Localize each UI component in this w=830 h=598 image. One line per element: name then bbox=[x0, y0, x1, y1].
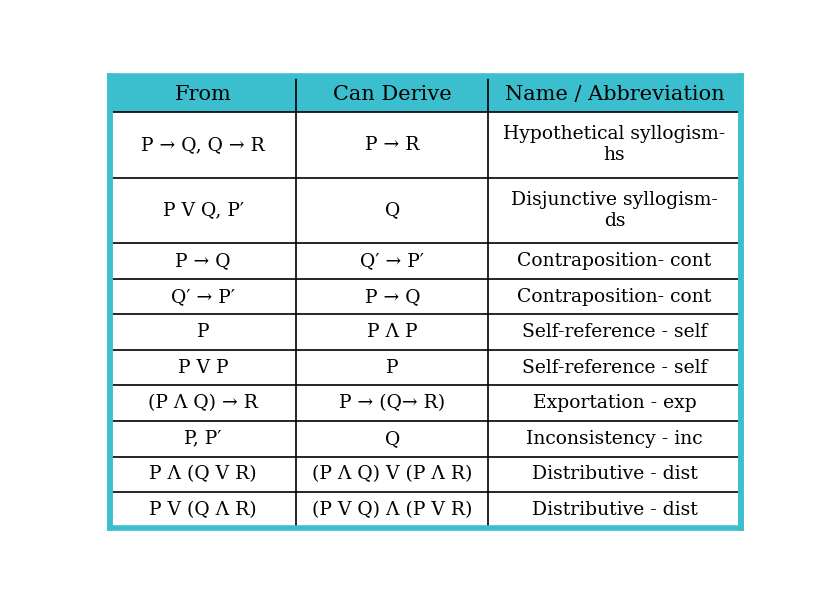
Bar bbox=[110, 77, 740, 112]
Text: P → (Q→ R): P → (Q→ R) bbox=[339, 394, 446, 412]
Text: Exportation - exp: Exportation - exp bbox=[533, 394, 696, 412]
Text: (P V Q) Λ (P V R): (P V Q) Λ (P V R) bbox=[312, 501, 472, 519]
Bar bbox=[110, 456, 296, 492]
Bar bbox=[296, 315, 488, 350]
Text: Can Derive: Can Derive bbox=[333, 85, 452, 103]
Bar bbox=[296, 178, 488, 243]
Text: P V P: P V P bbox=[178, 359, 228, 377]
Text: Name / Abbreviation: Name / Abbreviation bbox=[505, 85, 725, 103]
Bar bbox=[296, 492, 488, 527]
Bar bbox=[110, 112, 296, 178]
Text: Distributive - dist: Distributive - dist bbox=[532, 501, 697, 519]
Bar bbox=[488, 279, 740, 315]
Text: P → Q: P → Q bbox=[364, 288, 420, 306]
Bar bbox=[296, 386, 488, 421]
Bar bbox=[488, 178, 740, 243]
Text: Q′ → P′: Q′ → P′ bbox=[171, 288, 235, 306]
Bar bbox=[488, 112, 740, 178]
Bar bbox=[110, 279, 296, 315]
Text: Contraposition- cont: Contraposition- cont bbox=[517, 252, 711, 270]
Text: P: P bbox=[197, 323, 209, 341]
Bar bbox=[110, 492, 296, 527]
Text: (P Λ Q) V (P Λ R): (P Λ Q) V (P Λ R) bbox=[312, 465, 472, 483]
Text: Hypothetical syllogism-
hs: Hypothetical syllogism- hs bbox=[503, 126, 725, 164]
Text: Inconsistency - inc: Inconsistency - inc bbox=[526, 430, 703, 448]
Bar bbox=[296, 421, 488, 456]
Text: P → Q: P → Q bbox=[175, 252, 231, 270]
Text: P V Q, P′: P V Q, P′ bbox=[163, 202, 244, 219]
Bar bbox=[110, 350, 296, 386]
Bar bbox=[296, 456, 488, 492]
Text: (P Λ Q) → R: (P Λ Q) → R bbox=[149, 394, 258, 412]
Bar bbox=[110, 243, 296, 279]
Text: P Λ P: P Λ P bbox=[367, 323, 417, 341]
Text: P V (Q Λ R): P V (Q Λ R) bbox=[149, 501, 257, 519]
Text: P Λ (Q V R): P Λ (Q V R) bbox=[149, 465, 257, 483]
Bar bbox=[296, 112, 488, 178]
Text: P → Q, Q → R: P → Q, Q → R bbox=[141, 136, 265, 154]
Text: Q: Q bbox=[384, 430, 400, 448]
Bar bbox=[110, 421, 296, 456]
Text: Distributive - dist: Distributive - dist bbox=[532, 465, 697, 483]
Text: Q′ → P′: Q′ → P′ bbox=[360, 252, 424, 270]
Text: Contraposition- cont: Contraposition- cont bbox=[517, 288, 711, 306]
Text: From: From bbox=[175, 85, 232, 103]
Text: Q: Q bbox=[384, 202, 400, 219]
Text: P, P′: P, P′ bbox=[184, 430, 222, 448]
Bar bbox=[488, 243, 740, 279]
Bar bbox=[488, 350, 740, 386]
Text: Disjunctive syllogism-
ds: Disjunctive syllogism- ds bbox=[511, 191, 718, 230]
Bar bbox=[488, 315, 740, 350]
Bar bbox=[488, 456, 740, 492]
Bar bbox=[296, 279, 488, 315]
Bar bbox=[110, 178, 296, 243]
Text: P: P bbox=[386, 359, 398, 377]
Bar bbox=[110, 386, 296, 421]
Bar bbox=[110, 315, 296, 350]
Text: Self-reference - self: Self-reference - self bbox=[522, 323, 707, 341]
Bar bbox=[488, 421, 740, 456]
Bar bbox=[488, 386, 740, 421]
Text: P → R: P → R bbox=[365, 136, 419, 154]
Bar bbox=[488, 492, 740, 527]
Bar bbox=[296, 243, 488, 279]
Bar bbox=[296, 350, 488, 386]
Text: Self-reference - self: Self-reference - self bbox=[522, 359, 707, 377]
